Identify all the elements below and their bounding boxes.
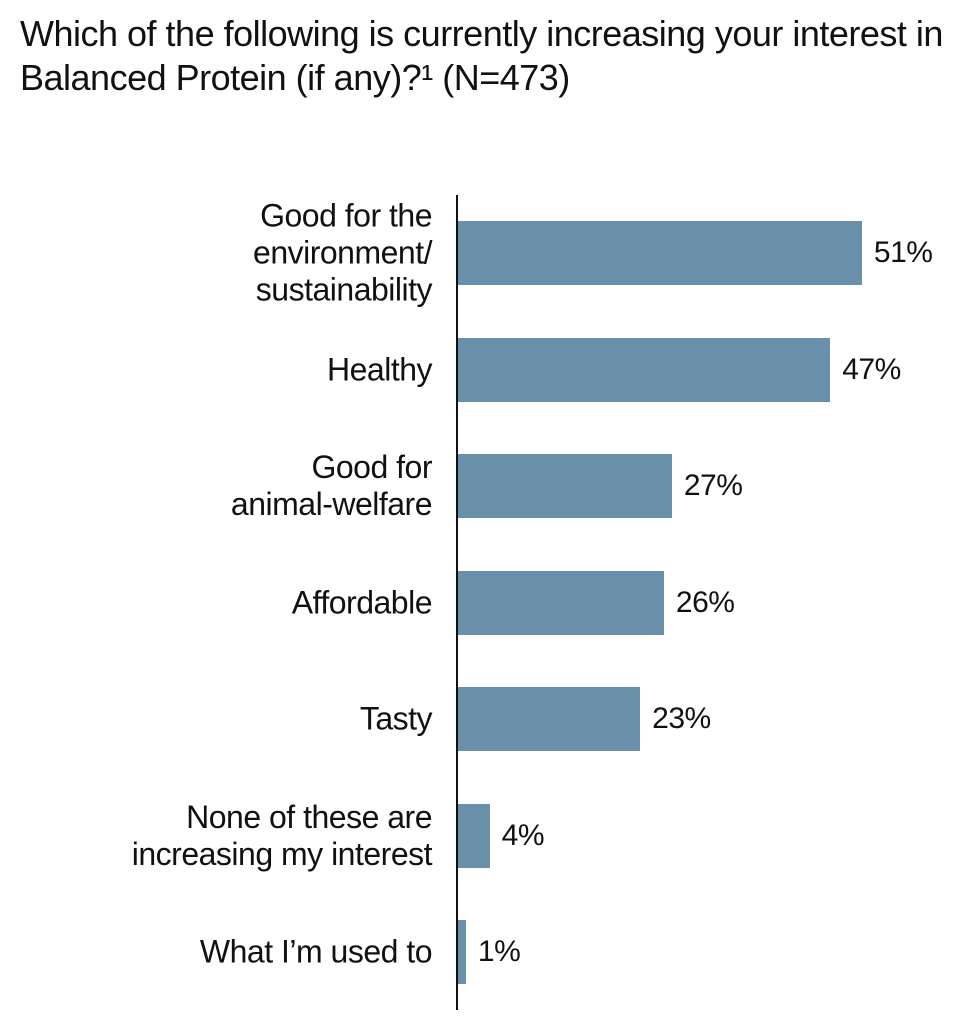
category-label: Affordable [291,584,433,620]
category-label: What I’m used to [199,933,433,970]
bar [458,920,466,984]
value-label: 26% [675,585,735,619]
value-label: 1% [477,935,521,968]
bar [458,803,490,868]
bar [458,454,672,518]
value-label: 4% [501,818,545,852]
bar [458,221,862,285]
value-label: 27% [683,469,743,502]
value-label: 23% [652,702,711,735]
category-label: Tasty [359,700,433,737]
bar [458,337,831,402]
bar [458,687,641,751]
category-label: None of these are increasing my interest [131,798,433,872]
bar [458,570,664,635]
category-label: Good for animal-welfare [230,449,433,522]
chart-title: Which of the following is currently incr… [20,13,943,98]
value-label: 51% [873,236,933,269]
category-label: Healthy [327,351,433,387]
category-label: Good for the environment/ sustainability [253,197,432,308]
value-label: 47% [842,352,901,386]
axis-line [456,195,458,1010]
